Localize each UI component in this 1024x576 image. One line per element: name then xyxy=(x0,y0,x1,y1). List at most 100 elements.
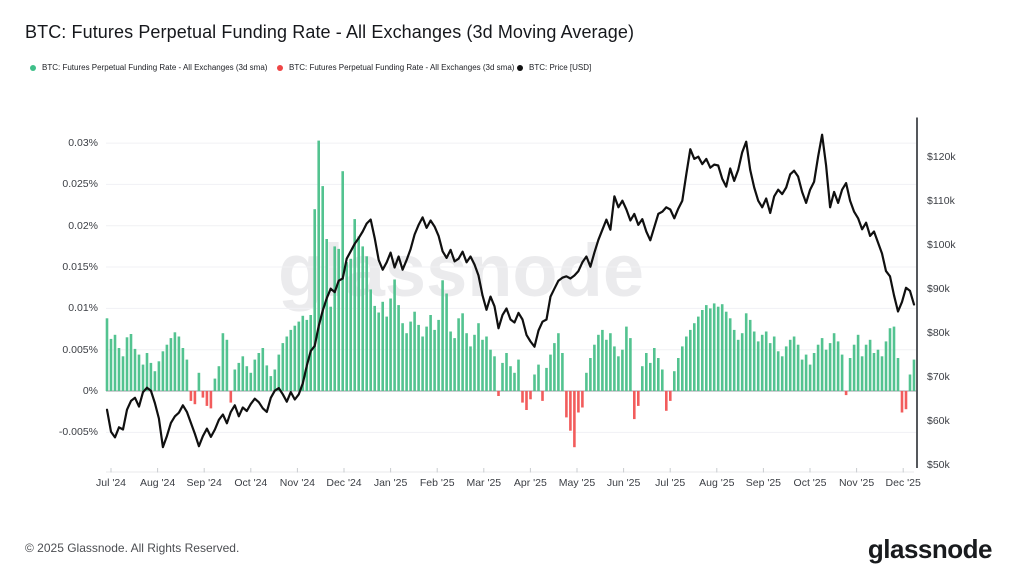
funding-bar xyxy=(760,334,764,391)
x-axis-month-label: Sep '25 xyxy=(745,477,782,489)
legend-item-funding-negative[interactable]: BTC: Futures Perpetual Funding Rate - Al… xyxy=(277,63,514,72)
funding-bar xyxy=(856,334,860,391)
funding-bar xyxy=(513,372,516,391)
funding-bar xyxy=(285,336,289,391)
funding-bar xyxy=(229,391,233,403)
funding-bar xyxy=(732,329,736,391)
funding-bar xyxy=(193,391,197,405)
funding-bar xyxy=(848,358,852,392)
funding-bar xyxy=(720,304,724,391)
funding-bar xyxy=(469,346,472,391)
funding-bar xyxy=(109,338,113,391)
funding-bar xyxy=(401,323,404,391)
funding-bar xyxy=(629,338,632,391)
funding-bar xyxy=(693,323,696,391)
funding-bar xyxy=(185,359,189,391)
left-axis-tick-label: 0.03% xyxy=(68,137,98,150)
funding-bar xyxy=(709,308,712,391)
right-axis-tick-label: $120k xyxy=(927,150,956,163)
funding-bar xyxy=(521,391,524,403)
funding-bar xyxy=(820,338,824,391)
funding-bar xyxy=(485,336,488,391)
funding-bar xyxy=(505,353,508,391)
funding-bar xyxy=(397,305,400,391)
glassnode-logo: glassnode xyxy=(867,534,993,564)
legend-label: BTC: Futures Perpetual Funding Rate - Al… xyxy=(42,63,268,72)
funding-bar xyxy=(593,344,596,391)
funding-bar xyxy=(864,344,868,391)
x-axis-month-label: Dec '25 xyxy=(885,477,921,489)
funding-bar xyxy=(417,324,420,391)
funding-bar xyxy=(233,369,237,391)
funding-bar xyxy=(525,391,528,410)
funding-bar xyxy=(657,358,660,392)
funding-bar xyxy=(173,332,177,391)
funding-bar xyxy=(585,372,588,391)
funding-bar xyxy=(649,362,652,391)
funding-bar xyxy=(744,313,748,391)
funding-bar xyxy=(756,341,760,391)
funding-bar xyxy=(317,140,320,391)
funding-bar xyxy=(473,334,476,391)
legend-item-funding-positive[interactable]: BTC: Futures Perpetual Funding Rate - Al… xyxy=(30,63,267,72)
funding-bar xyxy=(301,315,305,391)
right-axis-tick-label: $60k xyxy=(927,414,950,427)
funding-bar xyxy=(780,356,784,391)
funding-bar xyxy=(896,358,900,392)
funding-bar xyxy=(828,343,832,391)
funding-bar xyxy=(497,391,500,396)
funding-bar xyxy=(293,325,297,391)
x-axis-month-label: May '25 xyxy=(558,477,596,489)
funding-bar xyxy=(772,336,776,391)
funding-bar xyxy=(892,326,896,392)
funding-bar xyxy=(701,310,704,391)
funding-bar xyxy=(852,344,856,391)
legend-label: BTC: Price [USD] xyxy=(529,63,592,72)
funding-bar xyxy=(129,334,133,391)
funding-bar xyxy=(681,346,684,391)
funding-bar xyxy=(409,321,412,391)
funding-bar xyxy=(213,378,217,391)
funding-bar xyxy=(517,359,520,391)
funding-bar xyxy=(641,366,644,391)
funding-bar xyxy=(888,328,892,391)
funding-bar xyxy=(245,366,249,391)
left-axis-tick-label: 0% xyxy=(82,385,98,397)
funding-bar xyxy=(329,306,332,391)
legend-item-price[interactable]: BTC: Price [USD] xyxy=(517,63,591,72)
funding-bar xyxy=(900,391,904,413)
funding-bar xyxy=(597,334,600,391)
funding-bar xyxy=(253,359,257,391)
funding-bar xyxy=(589,358,592,392)
funding-bar xyxy=(341,171,344,391)
funding-bar xyxy=(205,391,209,406)
funding-bar xyxy=(824,349,828,391)
funding-bar xyxy=(313,209,316,391)
funding-bar xyxy=(429,315,432,391)
x-axis-month-label: Jan '25 xyxy=(373,477,408,489)
funding-bar xyxy=(133,348,137,391)
funding-bar xyxy=(728,318,732,391)
left-axis-tick-label: 0.02% xyxy=(68,219,98,232)
funding-bar xyxy=(405,333,408,391)
funding-bar xyxy=(181,348,185,391)
funding-bar xyxy=(365,256,368,391)
funding-bar xyxy=(792,336,796,391)
left-axis-tick-label: 0.005% xyxy=(62,343,98,356)
funding-bar xyxy=(748,319,752,391)
page-title: BTC: Futures Perpetual Funding Rate - Al… xyxy=(25,22,635,42)
funding-bar xyxy=(433,329,436,391)
legend: BTC: Futures Perpetual Funding Rate - Al… xyxy=(0,63,1024,77)
funding-bar xyxy=(493,356,496,391)
funding-bar xyxy=(353,219,356,391)
funding-bar xyxy=(653,348,656,391)
funding-bar xyxy=(257,353,261,391)
red-dot-icon xyxy=(277,64,283,71)
funding-bar xyxy=(625,326,628,392)
price-line xyxy=(105,133,916,449)
funding-bar xyxy=(385,316,388,391)
x-axis-month-label: Aug '25 xyxy=(699,477,735,489)
funding-bar xyxy=(237,362,241,391)
